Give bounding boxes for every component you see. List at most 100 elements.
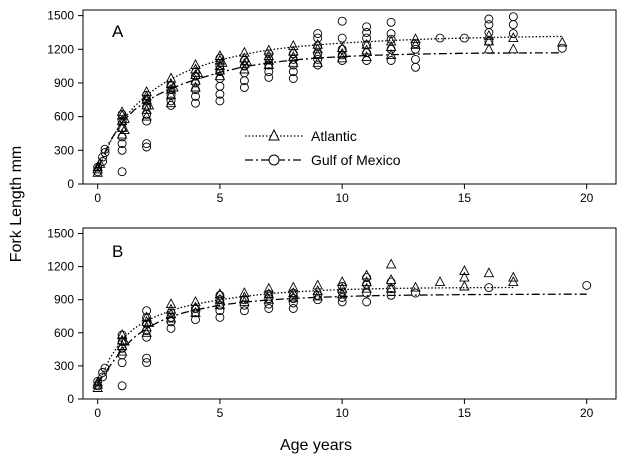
gulf-point xyxy=(142,332,152,342)
gulf-point xyxy=(215,300,225,310)
atlantic-point xyxy=(92,163,103,174)
atlantic-point xyxy=(190,295,201,306)
gulf-point xyxy=(386,284,396,294)
gulf-point xyxy=(191,304,200,313)
gulf-point xyxy=(264,72,274,82)
gulf-point xyxy=(239,306,249,316)
gulf-point xyxy=(264,299,274,309)
gulf-point xyxy=(313,54,323,64)
atlantic-point xyxy=(141,311,152,322)
x-axis-label: Age years xyxy=(280,437,352,454)
atlantic-point xyxy=(143,99,155,110)
x-tick-label: 0 xyxy=(94,191,101,205)
atlantic-point xyxy=(336,288,348,299)
x-tick-label: 5 xyxy=(217,191,224,205)
panel-a-label: A xyxy=(112,22,124,41)
atlantic-point xyxy=(141,326,152,337)
atlantic-point xyxy=(116,329,128,339)
x-tick-label: 20 xyxy=(580,191,594,205)
atlantic-point xyxy=(141,85,152,96)
atlantic-point xyxy=(288,281,299,292)
gulf-point xyxy=(142,306,152,316)
atlantic-point xyxy=(141,110,152,121)
atlantic-point xyxy=(361,282,372,293)
atlantic-point xyxy=(190,306,201,317)
gulf-point xyxy=(362,22,372,32)
gulf-point xyxy=(508,20,518,30)
gulf-point xyxy=(288,304,298,313)
y-tick-label: 600 xyxy=(54,110,74,124)
atlantic-point xyxy=(165,89,177,100)
atlantic-point xyxy=(165,303,177,314)
atlantic-point xyxy=(385,273,397,284)
atlantic-point xyxy=(288,45,299,56)
x-tick-label: 15 xyxy=(458,191,472,205)
gulf-point xyxy=(386,290,396,300)
gulf-point xyxy=(386,17,396,27)
gulf-point xyxy=(166,323,176,333)
atlantic-point xyxy=(312,56,323,67)
gulf-point xyxy=(215,67,225,77)
gulf-point xyxy=(100,144,110,154)
atlantic-point xyxy=(214,299,226,310)
atlantic-point xyxy=(508,271,519,282)
gulf-point xyxy=(362,28,372,37)
gulf-point xyxy=(117,330,127,340)
gulf-point xyxy=(117,337,127,347)
gulf-point xyxy=(117,116,127,126)
atlantic-point xyxy=(434,276,446,287)
gulf-point xyxy=(508,12,518,22)
y-tick-label: 1500 xyxy=(47,227,74,241)
gulf-point xyxy=(386,29,396,39)
atlantic-point xyxy=(190,59,201,69)
gulf-point xyxy=(100,363,110,373)
x-tick-label: 10 xyxy=(335,191,349,205)
legend-atlantic-marker xyxy=(268,128,280,141)
atlantic-point xyxy=(263,44,275,55)
y-tick-label: 1200 xyxy=(47,42,74,56)
atlantic-point xyxy=(556,36,568,47)
atlantic-point xyxy=(116,106,128,117)
gulf-point xyxy=(215,295,225,305)
panel-b-frame xyxy=(82,227,617,400)
panel-b-points xyxy=(92,258,592,392)
atlantic-point xyxy=(143,316,155,327)
gulf-point xyxy=(386,34,396,44)
gulf-point xyxy=(191,91,200,101)
atlantic-point xyxy=(92,161,103,172)
atlantic-point xyxy=(116,345,128,356)
x-tick-label: 5 xyxy=(217,406,224,420)
panel-b-label: B xyxy=(112,242,123,261)
atlantic-point xyxy=(385,35,397,46)
gulf-point xyxy=(313,33,323,43)
atlantic-point xyxy=(190,301,201,312)
gulf-point xyxy=(191,98,200,108)
atlantic-point xyxy=(217,56,228,67)
legend-atlantic-label: Atlantic xyxy=(311,128,357,144)
atlantic-point xyxy=(168,81,179,92)
atlantic-point xyxy=(483,267,495,278)
legend: Atlantic Gulf of Mexico xyxy=(245,128,401,168)
gulf-point xyxy=(239,83,249,92)
atlantic-point xyxy=(119,335,130,346)
atlantic-point xyxy=(239,46,250,57)
atlantic-point xyxy=(116,334,128,345)
gulf-point xyxy=(484,20,494,30)
gulf-point xyxy=(142,139,152,149)
atlantic-point xyxy=(192,66,204,77)
atlantic-point xyxy=(92,376,103,387)
atlantic-point xyxy=(263,282,275,293)
atlantic-fit-line xyxy=(97,286,514,385)
gulf-point xyxy=(288,74,298,83)
atlantic-point xyxy=(239,57,250,68)
panel-a-frame xyxy=(82,9,617,185)
y-tick-label: 0 xyxy=(67,177,74,191)
atlantic-point xyxy=(165,72,177,83)
atlantic-point xyxy=(190,81,201,92)
atlantic-point xyxy=(312,279,323,290)
gulf-point xyxy=(166,96,176,106)
atlantic-point xyxy=(361,269,372,280)
legend-gulf-marker xyxy=(268,154,280,166)
atlantic-point xyxy=(288,56,299,67)
gulf-point xyxy=(362,33,372,43)
